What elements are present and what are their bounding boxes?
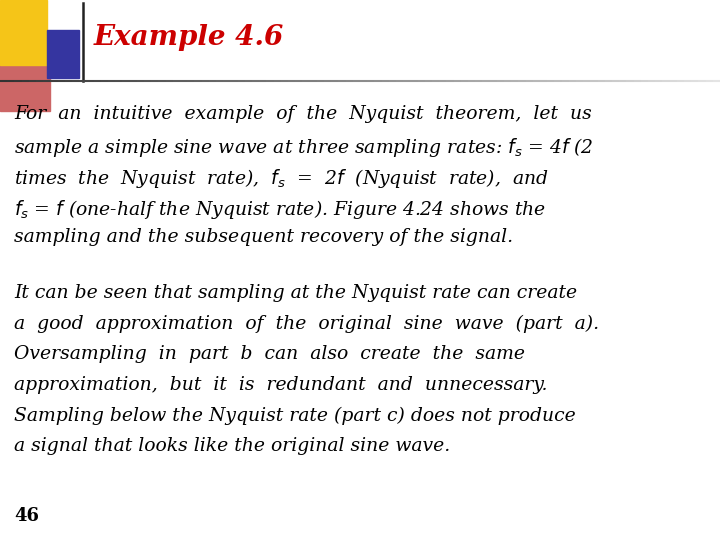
Bar bbox=[0, 62, 50, 111]
Text: approximation,  but  it  is  redundant  and  unnecessary.: approximation, but it is redundant and u… bbox=[14, 376, 548, 394]
Text: For  an  intuitive  example  of  the  Nyquist  theorem,  let  us: For an intuitive example of the Nyquist … bbox=[14, 105, 592, 123]
Bar bbox=[47, 30, 79, 78]
Text: $f_s$ = $f$ (one-half the Nyquist rate). Figure 4.24 shows the: $f_s$ = $f$ (one-half the Nyquist rate).… bbox=[14, 198, 546, 221]
Text: sample a simple sine wave at three sampling rates: $f_s$ = 4$f$ (2: sample a simple sine wave at three sampl… bbox=[14, 136, 594, 159]
Text: sampling and the subsequent recovery of the signal.: sampling and the subsequent recovery of … bbox=[14, 228, 513, 246]
Text: Oversampling  in  part  b  can  also  create  the  same: Oversampling in part b can also create t… bbox=[14, 345, 526, 363]
Text: Example 4.6: Example 4.6 bbox=[94, 24, 284, 51]
Text: times  the  Nyquist  rate),  $f_s$  =  2$f$  (Nyquist  rate),  and: times the Nyquist rate), $f_s$ = 2$f$ (N… bbox=[14, 167, 549, 190]
Text: 46: 46 bbox=[14, 507, 40, 525]
Bar bbox=[0, 0, 47, 65]
Text: Sampling below the Nyquist rate (part c) does not produce: Sampling below the Nyquist rate (part c)… bbox=[14, 407, 576, 425]
Text: a  good  approximation  of  the  original  sine  wave  (part  a).: a good approximation of the original sin… bbox=[14, 314, 600, 333]
Text: a signal that looks like the original sine wave.: a signal that looks like the original si… bbox=[14, 437, 451, 455]
Text: It can be seen that sampling at the Nyquist rate can create: It can be seen that sampling at the Nyqu… bbox=[14, 284, 577, 301]
